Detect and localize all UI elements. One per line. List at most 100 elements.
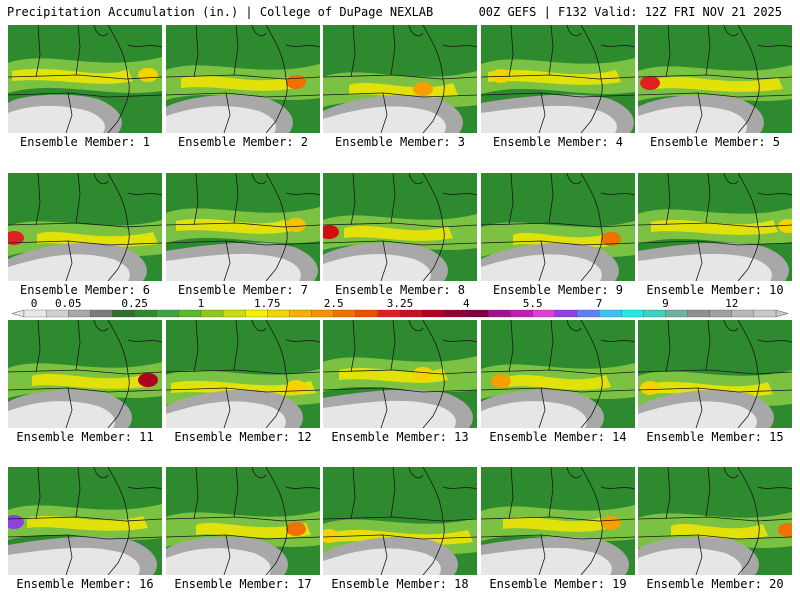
precip-map-15 xyxy=(638,320,792,428)
colorbar-label-7: 4 xyxy=(463,298,470,310)
member-caption-6: Ensemble Member: 6 xyxy=(19,283,151,297)
colorbar-label-8: 5.5 xyxy=(523,298,543,310)
colorbar-label-3: 1 xyxy=(198,298,205,310)
member-caption-19: Ensemble Member: 19 xyxy=(489,577,627,591)
colorbar-label-11: 12 xyxy=(725,298,738,310)
map-panel-14 xyxy=(481,320,635,428)
map-panel-9 xyxy=(481,173,635,281)
precip-map-11 xyxy=(8,320,162,428)
member-caption-5: Ensemble Member: 5 xyxy=(649,135,781,149)
colorbar-swatch-4 xyxy=(112,309,136,318)
member-caption-16: Ensemble Member: 16 xyxy=(16,577,154,591)
map-panel-6 xyxy=(8,173,162,281)
precip-map-16 xyxy=(8,467,162,575)
map-panel-7 xyxy=(166,173,320,281)
colorbar-swatch-30 xyxy=(687,309,711,318)
colorbar-swatch-1 xyxy=(45,309,69,318)
map-panel-5 xyxy=(638,25,792,133)
colorbar-label-9: 7 xyxy=(596,298,603,310)
title-right: 00Z GEFS | F132 Valid: 12Z FRI NOV 21 20… xyxy=(478,5,782,19)
colorbar-arrow-left xyxy=(11,309,25,318)
colorbar-swatch-2 xyxy=(68,309,91,318)
precip-map-12 xyxy=(166,320,320,428)
colorbar-label-0: 0 xyxy=(31,298,38,310)
map-panel-3 xyxy=(323,25,477,133)
member-caption-17: Ensemble Member: 17 xyxy=(174,577,312,591)
colorbar-swatch-16 xyxy=(377,309,401,318)
map-panel-20 xyxy=(638,467,792,575)
colorbar-swatch-27 xyxy=(621,309,644,318)
colorbar-swatch-11 xyxy=(267,309,290,318)
map-panel-16 xyxy=(8,467,162,575)
member-caption-14: Ensemble Member: 14 xyxy=(489,430,627,444)
precip-map-10 xyxy=(638,173,792,281)
colorbar-swatch-29 xyxy=(665,309,688,318)
colorbar-label-5: 2.5 xyxy=(324,298,344,310)
colorbar-swatch-20 xyxy=(466,309,489,318)
colorbar-swatch-33 xyxy=(753,309,777,318)
precip-map-18 xyxy=(323,467,477,575)
map-panel-1 xyxy=(8,25,162,133)
precip-colorbar: 0 0.05 0.25 1 1.75 2.5 3.25 4 5.5 7 9 12 xyxy=(11,298,789,318)
precip-map-17 xyxy=(166,467,320,575)
member-caption-3: Ensemble Member: 3 xyxy=(334,135,466,149)
precip-map-20 xyxy=(638,467,792,575)
colorbar-swatch-8 xyxy=(200,309,224,318)
map-panel-2 xyxy=(166,25,320,133)
colorbar-swatch-24 xyxy=(554,309,578,318)
title-left: Precipitation Accumulation (in.) | Colle… xyxy=(7,5,434,19)
colorbar-swatch-31 xyxy=(709,309,733,318)
map-panel-17 xyxy=(166,467,320,575)
member-caption-10: Ensemble Member: 10 xyxy=(646,283,784,297)
colorbar-label-1: 0.05 xyxy=(55,298,82,310)
colorbar-swatch-17 xyxy=(399,309,423,318)
precip-map-7 xyxy=(166,173,320,281)
map-panel-15 xyxy=(638,320,792,428)
colorbar-swatch-5 xyxy=(134,309,158,318)
colorbar-swatch-6 xyxy=(156,309,180,318)
map-panel-12 xyxy=(166,320,320,428)
colorbar-swatch-10 xyxy=(245,309,268,318)
member-caption-18: Ensemble Member: 18 xyxy=(331,577,469,591)
precip-map-6 xyxy=(8,173,162,281)
colorbar-arrow-right xyxy=(775,309,789,318)
precip-map-14 xyxy=(481,320,635,428)
map-panel-10 xyxy=(638,173,792,281)
colorbar-swatch-3 xyxy=(90,309,113,318)
colorbar-label-6: 3.25 xyxy=(387,298,414,310)
precip-map-4 xyxy=(481,25,635,133)
map-panel-4 xyxy=(481,25,635,133)
precip-map-13 xyxy=(323,320,477,428)
member-caption-1: Ensemble Member: 1 xyxy=(19,135,151,149)
colorbar-swatch-14 xyxy=(333,309,357,318)
colorbar-swatch-28 xyxy=(643,309,666,318)
precip-map-5 xyxy=(638,25,792,133)
colorbar-label-2: 0.25 xyxy=(121,298,148,310)
member-caption-12: Ensemble Member: 12 xyxy=(174,430,312,444)
colorbar-swatch-26 xyxy=(598,309,622,318)
colorbar-label-4: 1.75 xyxy=(254,298,281,310)
colorbar-swatch-15 xyxy=(355,309,379,318)
member-caption-11: Ensemble Member: 11 xyxy=(16,430,154,444)
map-panel-8 xyxy=(323,173,477,281)
map-panel-19 xyxy=(481,467,635,575)
member-caption-20: Ensemble Member: 20 xyxy=(646,577,784,591)
colorbar-swatch-21 xyxy=(488,309,512,318)
member-caption-15: Ensemble Member: 15 xyxy=(646,430,784,444)
colorbar-swatch-23 xyxy=(532,309,556,318)
member-caption-2: Ensemble Member: 2 xyxy=(177,135,309,149)
colorbar-swatch-12 xyxy=(289,309,312,318)
precip-map-19 xyxy=(481,467,635,575)
colorbar-swatch-7 xyxy=(178,309,202,318)
colorbar-swatch-22 xyxy=(510,309,534,318)
colorbar-swatch-9 xyxy=(222,309,246,318)
map-panel-18 xyxy=(323,467,477,575)
member-caption-9: Ensemble Member: 9 xyxy=(492,283,624,297)
colorbar-label-10: 9 xyxy=(662,298,669,310)
colorbar-swatch-19 xyxy=(444,309,467,318)
member-caption-4: Ensemble Member: 4 xyxy=(492,135,624,149)
precip-map-2 xyxy=(166,25,320,133)
member-caption-8: Ensemble Member: 8 xyxy=(334,283,466,297)
map-panel-11 xyxy=(8,320,162,428)
colorbar-swatch-18 xyxy=(421,309,445,318)
